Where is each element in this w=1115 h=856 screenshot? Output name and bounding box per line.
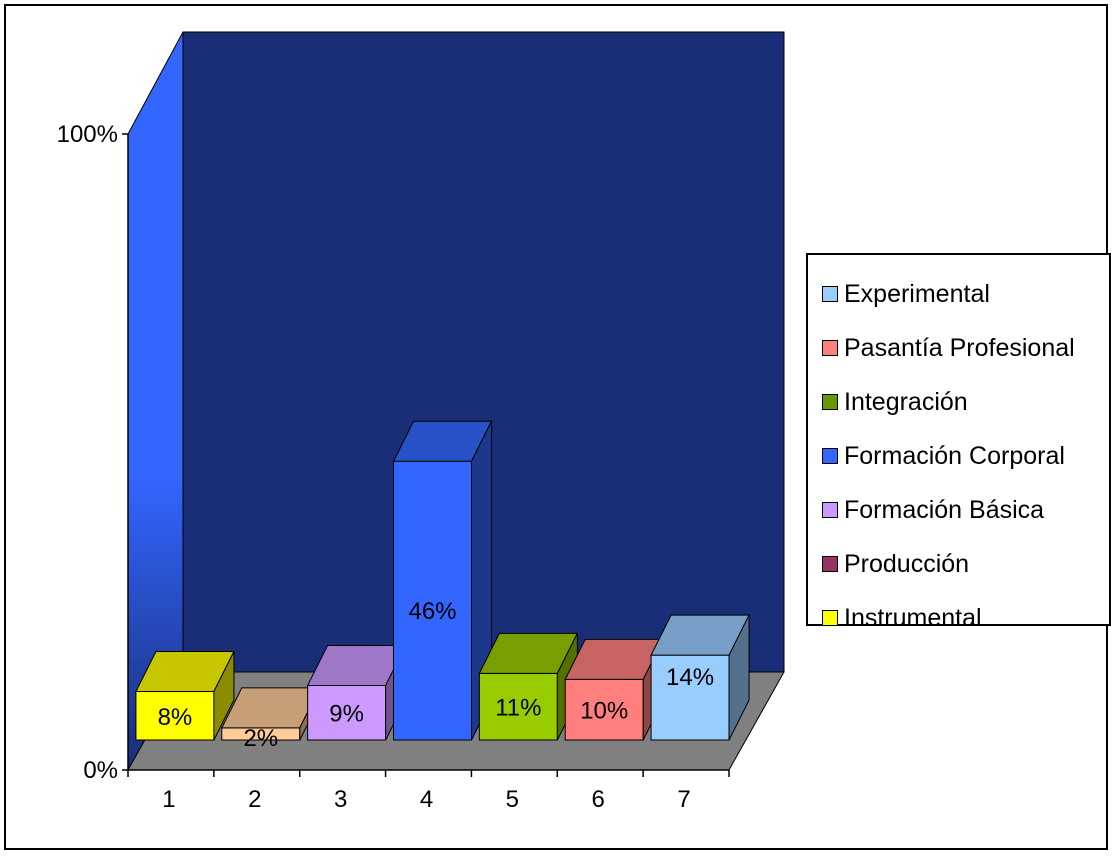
- x-tick-label: 7: [677, 786, 690, 813]
- legend-swatch: [822, 394, 838, 410]
- legend-item: Producción: [808, 537, 1109, 591]
- legend-label: Producción: [844, 549, 970, 578]
- legend-item: Instrumental: [808, 591, 1109, 645]
- legend-label: Instrumental: [844, 603, 982, 632]
- bar-value-label: 8%: [158, 704, 193, 731]
- bar-6: [564, 638, 665, 741]
- legend-swatch: [822, 610, 838, 626]
- bar-value-label: 9%: [329, 701, 364, 728]
- bar-front: [564, 678, 644, 741]
- legend-item: Integración: [808, 375, 1109, 429]
- bar-7: [650, 614, 750, 741]
- bar-value-label: 46%: [408, 598, 456, 625]
- legend-swatch: [822, 556, 838, 572]
- legend-item: Pasantía Profesional: [808, 321, 1109, 375]
- bar-side: [213, 651, 235, 741]
- legend-label: Formación Corporal: [844, 441, 1065, 470]
- bar-5: [478, 632, 579, 741]
- x-tick-label: 4: [420, 786, 433, 813]
- y-tick-label: 0%: [83, 757, 118, 784]
- bar-front: [135, 691, 215, 741]
- bar-value-label: 11%: [495, 695, 541, 722]
- bar-chart: 0% 100% 1 2 3 4 5 6 7 8% 2% 9% 46% 11% 10% 14%: [57, 31, 785, 813]
- x-tick-label: 6: [592, 786, 605, 813]
- legend-label: Formación Básica: [844, 495, 1045, 524]
- legend-item: Formación Corporal: [808, 429, 1109, 483]
- chart-frame: 0% 100% 1 2 3 4 5 6 7 8% 2% 9% 46% 11% 10% 14% Experim…: [4, 4, 1111, 850]
- x-tick-label: 2: [248, 786, 261, 813]
- legend-label: Integración: [844, 387, 968, 416]
- legend-swatch: [822, 286, 838, 302]
- bar-front: [393, 460, 472, 741]
- legend: Experimental Pasantía Profesional Integrac…: [806, 253, 1111, 632]
- y-tick-label: 100%: [57, 121, 118, 148]
- bar-front: [307, 684, 387, 741]
- x-tick-label: 1: [162, 786, 175, 813]
- bar-value-label: 10%: [580, 698, 628, 725]
- legend-swatch: [822, 502, 838, 518]
- legend-item: Experimental: [808, 267, 1109, 321]
- legend-swatch: [822, 340, 838, 356]
- legend-swatch: [822, 448, 838, 464]
- bar-side: [728, 614, 750, 741]
- bar-4: [392, 420, 493, 741]
- x-tick-label: 3: [334, 786, 347, 813]
- bar-value-label: 14%: [666, 664, 714, 691]
- legend-label: Experimental: [844, 279, 990, 308]
- bar-1: [135, 651, 235, 741]
- bar-value-label: 2%: [243, 725, 278, 752]
- x-tick-label: 5: [506, 786, 519, 813]
- legend-label: Pasantía Profesional: [844, 333, 1075, 362]
- legend-item: Formación Básica: [808, 483, 1109, 537]
- bar-2: [220, 687, 321, 741]
